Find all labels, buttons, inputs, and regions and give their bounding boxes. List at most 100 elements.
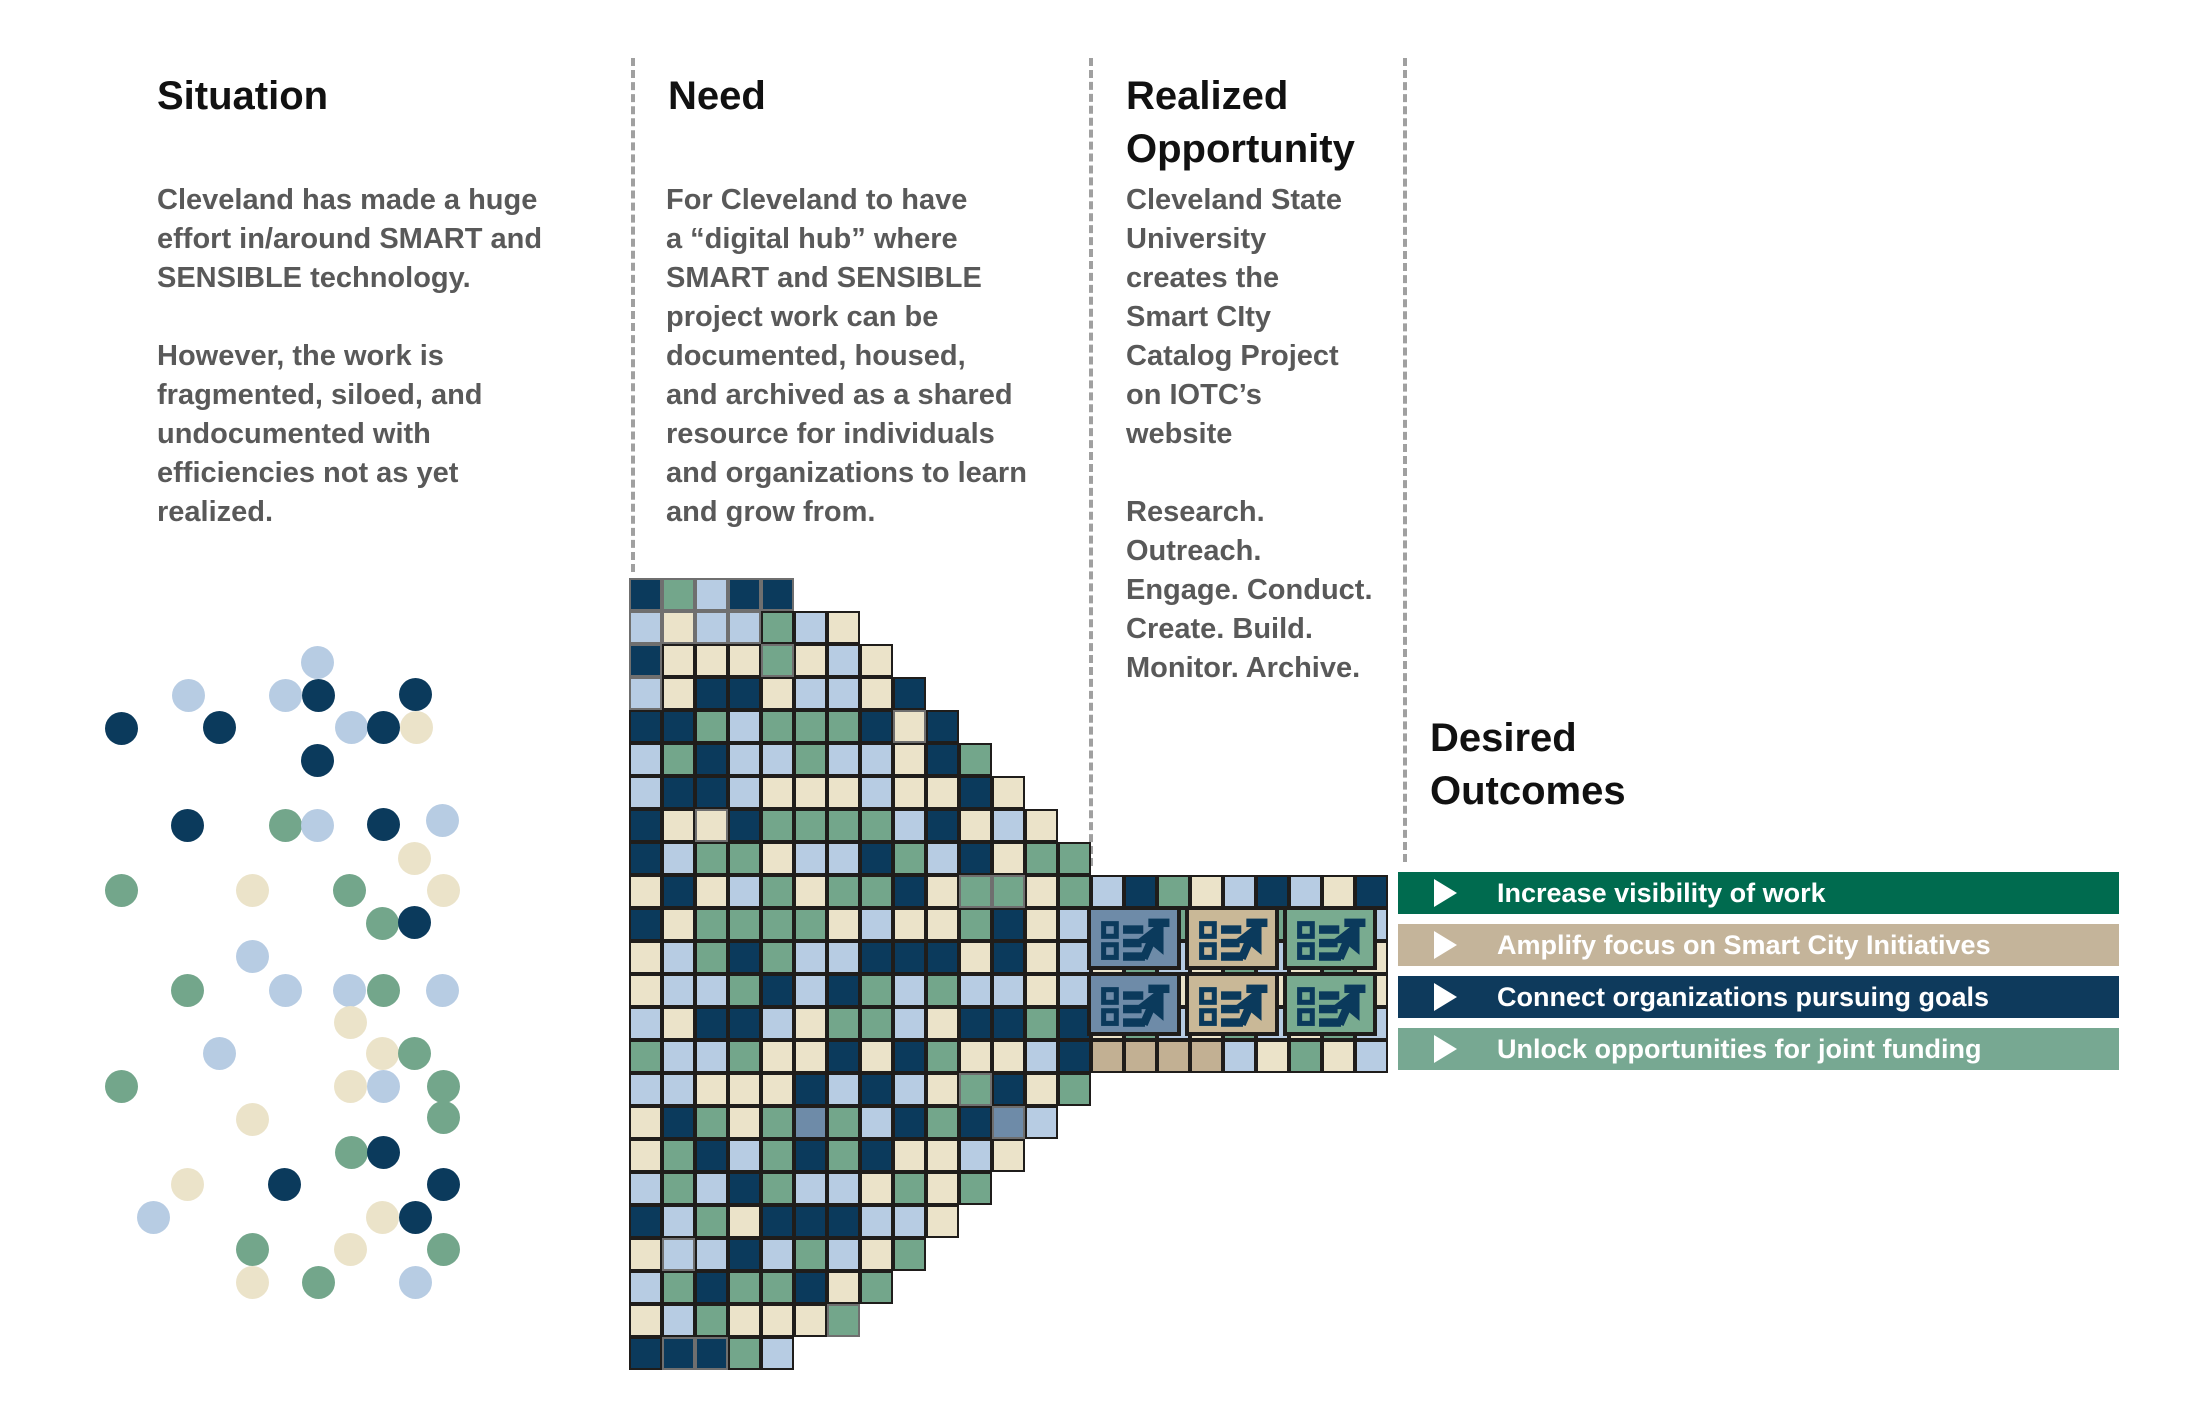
scatter-dot	[426, 1100, 460, 1134]
mosaic-tile	[761, 710, 794, 743]
mosaic-tile	[1058, 875, 1091, 908]
mosaic-tile	[992, 1106, 1025, 1139]
text-line: on IOTC’s	[1126, 379, 1262, 411]
mosaic-tile	[827, 1304, 860, 1337]
mosaic-tile	[794, 743, 827, 776]
mosaic-tile	[992, 1040, 1025, 1073]
scatter-dot	[426, 1167, 460, 1201]
mosaic-row	[629, 743, 992, 776]
scatter-dot	[170, 1167, 204, 1201]
scatter-dot	[235, 1232, 269, 1266]
mosaic-row	[629, 677, 926, 710]
mosaic-tile	[761, 1139, 794, 1172]
mosaic-tile	[926, 941, 959, 974]
mosaic-tile	[893, 809, 926, 842]
mosaic-tile	[827, 842, 860, 875]
scatter-dot	[268, 973, 302, 1007]
mosaic-tile	[761, 1304, 794, 1337]
mosaic-tile	[794, 1073, 827, 1106]
mosaic-tile	[827, 644, 860, 677]
mosaic-tile	[728, 1073, 761, 1106]
mosaic-row	[629, 1040, 1388, 1073]
mosaic-row	[629, 710, 959, 743]
mosaic-tile	[860, 1238, 893, 1271]
scatter-dot	[397, 905, 431, 939]
mosaic-tile	[695, 809, 728, 842]
mosaic-tile	[827, 1073, 860, 1106]
realized-opportunity-title: Realized Opportunity	[1126, 74, 1355, 171]
mosaic-tile	[959, 842, 992, 875]
mosaic-tile	[695, 1139, 728, 1172]
mosaic-tile	[629, 710, 662, 743]
mosaic-tile	[926, 1106, 959, 1139]
mosaic-tile	[893, 974, 926, 1007]
catalog-list-cursor-icon	[1087, 906, 1181, 970]
mosaic-tile	[761, 875, 794, 908]
mosaic-tile	[794, 875, 827, 908]
mosaic-tile	[662, 776, 695, 809]
scatter-dot	[366, 1069, 400, 1103]
mosaic-tile	[893, 677, 926, 710]
mosaic-tile	[728, 644, 761, 677]
scatter-dot	[170, 973, 204, 1007]
mosaic-tile	[662, 1337, 695, 1370]
mosaic-tile	[1025, 1007, 1058, 1040]
mosaic-tile	[893, 842, 926, 875]
scatter-dot	[332, 973, 366, 1007]
scatter-dot	[301, 1265, 335, 1299]
mosaic-tile	[794, 1007, 827, 1040]
mosaic-tile	[827, 710, 860, 743]
mosaic-tile	[761, 941, 794, 974]
mosaic-tile	[860, 776, 893, 809]
mosaic-tile	[662, 644, 695, 677]
mosaic-row	[629, 1271, 893, 1304]
mosaic-tile	[695, 677, 728, 710]
scatter-dot	[300, 645, 334, 679]
scatter-dot	[104, 1069, 138, 1103]
text-line: Smart CIty	[1126, 301, 1272, 333]
text-line: a “digital hub” where	[666, 223, 958, 255]
mosaic-row	[629, 1106, 1058, 1139]
mosaic-tile	[794, 677, 827, 710]
mosaic-tile	[926, 974, 959, 1007]
mosaic-tile	[728, 908, 761, 941]
mosaic-tile	[794, 776, 827, 809]
mosaic-tile	[629, 941, 662, 974]
mosaic-tile	[629, 1040, 662, 1073]
outcome-bar: Increase visibility of work	[1398, 872, 2119, 914]
mosaic-tile	[860, 1271, 893, 1304]
mosaic-tile	[959, 1139, 992, 1172]
mosaic-tile	[728, 1172, 761, 1205]
mosaic-tile	[893, 908, 926, 941]
mosaic-tile	[893, 1139, 926, 1172]
mosaic-tile	[860, 710, 893, 743]
mosaic-tile	[959, 1007, 992, 1040]
mosaic-tile	[1190, 1040, 1223, 1073]
mosaic-tile	[959, 908, 992, 941]
outcome-bar-label: Amplify focus on Smart City Initiatives	[1497, 929, 1991, 960]
mosaic-tile	[629, 1073, 662, 1106]
catalog-list-cursor-icon	[1283, 906, 1377, 970]
catalog-list-cursor-icon	[1283, 972, 1377, 1036]
scatter-dot	[426, 1232, 460, 1266]
mosaic-tile	[629, 1106, 662, 1139]
text-line: creates the	[1126, 262, 1280, 294]
scatter-dot	[104, 873, 138, 907]
mosaic-tile	[794, 710, 827, 743]
mosaic-tile	[728, 1139, 761, 1172]
mosaic-tile	[827, 1007, 860, 1040]
mosaic-tile	[1157, 875, 1190, 908]
mosaic-row	[629, 1304, 860, 1337]
mosaic-tile	[695, 1205, 728, 1238]
mosaic-tile	[926, 1007, 959, 1040]
mosaic-tile	[728, 1007, 761, 1040]
mosaic-tile	[959, 1073, 992, 1106]
mosaic-tile	[728, 1205, 761, 1238]
mosaic-tile	[1355, 875, 1388, 908]
mosaic-row	[629, 842, 1091, 875]
mosaic-tile	[794, 908, 827, 941]
mosaic-tile	[1025, 809, 1058, 842]
mosaic-tile	[629, 1007, 662, 1040]
scatter-dot	[235, 1265, 269, 1299]
mosaic-row	[629, 611, 860, 644]
